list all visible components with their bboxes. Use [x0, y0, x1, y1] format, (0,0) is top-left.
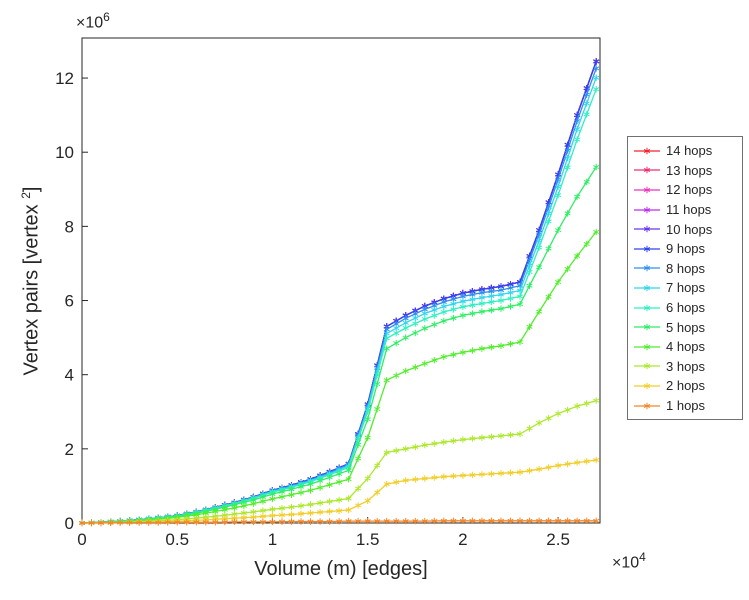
legend-label-3-hops: 3 hops: [666, 358, 706, 374]
legend-label-13-hops: 13 hops: [666, 162, 713, 178]
series-markers-3-hops: [78, 397, 600, 527]
axes-box: [81, 37, 601, 524]
legend-label-1-hops: 1 hops: [666, 398, 706, 414]
legend-line-marker-11-hops: [634, 206, 660, 213]
series-line-6-hops: [81, 88, 597, 524]
x-tick-label: 0.5: [165, 530, 189, 549]
y-axis-multiplier: ×106: [76, 10, 110, 32]
legend-line-marker-10-hops: [634, 225, 660, 233]
legend: 14 hops 13 hops 12 hops 11 hops 10 hops 9 hop…: [627, 136, 743, 421]
legend-line-marker-14-hops: [634, 147, 660, 154]
star-marker-icon: [643, 343, 651, 350]
series-line-3-hops: [81, 399, 597, 524]
series-line-12-hops: [81, 61, 597, 524]
series-line-7-hops: [81, 77, 597, 524]
legend-line-marker-5-hops: [634, 323, 660, 331]
star-marker-icon: [643, 363, 651, 370]
series-markers-6-hops: [78, 86, 600, 527]
star-marker-icon: [643, 225, 651, 233]
star-marker-icon: [643, 147, 651, 154]
y-tick-label: 8: [65, 217, 74, 236]
legend-label-2-hops: 2 hops: [666, 378, 706, 394]
legend-line-marker-12-hops: [634, 186, 660, 194]
legend-line-marker-13-hops: [634, 167, 660, 174]
star-marker-icon: [643, 245, 651, 252]
star-marker-icon: [643, 284, 651, 292]
legend-item-5-hops: 5 hops: [628, 317, 742, 337]
y-axis-label-text: Vertex pairs [vertex: [20, 198, 43, 376]
legend-item-3-hops: 3 hops: [628, 357, 742, 377]
legend-label-5-hops: 5 hops: [666, 319, 706, 335]
y-axis-label: Vertex pairs [vertex 2]: [19, 71, 45, 491]
legend-item-12-hops: 12 hops: [628, 180, 742, 200]
legend-item-11-hops: 11 hops: [628, 200, 742, 220]
x-tick-label: 1: [268, 530, 277, 549]
legend-item-4-hops: 4 hops: [628, 337, 742, 357]
legend-line-marker-7-hops: [634, 284, 660, 292]
legend-line-marker-6-hops: [634, 304, 660, 311]
star-marker-icon: [643, 186, 651, 194]
legend-label-4-hops: 4 hops: [666, 339, 706, 355]
y-tick-label: 4: [65, 366, 74, 385]
y-multiplier-exponent: 6: [103, 10, 110, 24]
series-line-9-hops: [81, 61, 597, 524]
x-multiplier-exponent: 4: [639, 550, 646, 564]
y-tick-label: 10: [55, 143, 74, 162]
legend-label-7-hops: 7 hops: [666, 280, 706, 296]
legend-item-13-hops: 13 hops: [628, 161, 742, 181]
y-tick-label: 12: [55, 69, 74, 88]
series-markers-4-hops: [78, 228, 600, 527]
legend-label-8-hops: 8 hops: [666, 260, 706, 276]
star-marker-icon: [643, 265, 651, 272]
x-tick-label: 1.5: [356, 530, 380, 549]
x-axis-label: Volume (m) [edges]: [254, 558, 428, 580]
series-line-13-hops: [81, 61, 597, 524]
x-tick-label: 0: [77, 530, 86, 549]
star-marker-icon: [643, 402, 651, 409]
series-line-14-hops: [81, 61, 597, 524]
y-multiplier-base: ×10: [76, 14, 104, 32]
series-line-10-hops: [81, 61, 597, 524]
legend-item-1-hops: 1 hops: [628, 396, 742, 416]
legend-label-10-hops: 10 hops: [666, 221, 713, 237]
series-markers-1-hops: [78, 517, 600, 527]
legend-line-marker-3-hops: [634, 363, 660, 370]
star-marker-icon: [643, 323, 651, 331]
star-marker-icon: [643, 304, 651, 311]
x-tick-label: 2.5: [546, 530, 570, 549]
legend-item-10-hops: 10 hops: [628, 219, 742, 239]
legend-line-marker-4-hops: [634, 343, 660, 350]
legend-label-12-hops: 12 hops: [666, 182, 713, 198]
x-axis-multiplier: ×104: [612, 550, 646, 572]
legend-item-6-hops: 6 hops: [628, 298, 742, 318]
star-marker-icon: [643, 206, 651, 213]
legend-label-6-hops: 6 hops: [666, 300, 706, 316]
legend-item-14-hops: 14 hops: [628, 141, 742, 161]
legend-line-marker-1-hops: [634, 402, 660, 409]
y-axis-label-suffix: ]: [20, 186, 43, 193]
star-marker-icon: [643, 167, 651, 174]
legend-item-2-hops: 2 hops: [628, 376, 742, 396]
series-markers-7-hops: [78, 74, 600, 527]
y-axis-label-superscript: 2: [19, 192, 33, 199]
star-marker-icon: [643, 382, 651, 390]
legend-label-11-hops: 11 hops: [666, 202, 712, 218]
x-multiplier-base: ×10: [612, 554, 640, 572]
legend-item-8-hops: 8 hops: [628, 259, 742, 279]
x-tick-label: 2: [458, 530, 467, 549]
legend-item-9-hops: 9 hops: [628, 239, 742, 259]
y-tick-label: 6: [65, 292, 74, 311]
series-line-11-hops: [81, 61, 597, 524]
legend-line-marker-2-hops: [634, 382, 660, 390]
legend-item-7-hops: 7 hops: [628, 278, 742, 298]
y-tick-label: 2: [65, 440, 74, 459]
legend-label-9-hops: 9 hops: [666, 241, 706, 257]
legend-line-marker-8-hops: [634, 265, 660, 272]
legend-line-marker-9-hops: [634, 245, 660, 252]
y-tick-label: 0: [65, 514, 74, 533]
legend-label-14-hops: 14 hops: [666, 143, 713, 159]
